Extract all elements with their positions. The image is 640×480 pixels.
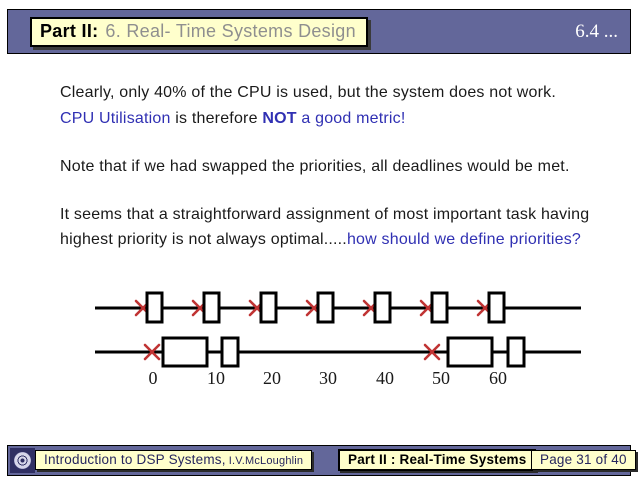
task-box-wide xyxy=(161,336,209,368)
task-box xyxy=(145,291,164,324)
axis-label: 30 xyxy=(319,368,337,388)
task-box-narrow xyxy=(506,336,526,368)
footer-bar: Introduction to DSP Systems, I.V.McLoughl… xyxy=(7,445,636,476)
time-axis-labels: 0 10 20 30 40 50 60 xyxy=(149,368,508,388)
deadline-miss-x-icon xyxy=(143,343,161,361)
task-box-narrow xyxy=(220,336,240,368)
line2-blue-tail-text: a good metric! xyxy=(296,110,406,127)
task-box xyxy=(373,291,392,324)
footer-section-box: Part II : Real-Time Systems xyxy=(338,449,537,471)
define-priorities-text: how should we define priorities? xyxy=(346,231,582,248)
cpu-utilisation-text: CPU Utilisation xyxy=(60,110,171,127)
timeline2-missed-deadline-x-marks xyxy=(143,343,441,361)
axis-label: 20 xyxy=(263,368,281,388)
slide-title-box: Part II: 6. Real- Time Systems Design xyxy=(30,17,368,47)
deadline-miss-x-icon xyxy=(423,343,441,361)
axis-label: 60 xyxy=(489,368,507,388)
circular-emblem-icon xyxy=(14,452,31,469)
task-box xyxy=(259,291,278,324)
logo-icon xyxy=(10,448,35,473)
axis-label: 0 xyxy=(149,368,158,388)
line5-black-text: highest priority is not always optimal..… xyxy=(60,231,347,248)
axis-label: 50 xyxy=(432,368,450,388)
footer-course-box: Introduction to DSP Systems, I.V.McLoughl… xyxy=(35,450,313,470)
section-number: 6.4 ... xyxy=(575,21,618,42)
body-line-1: Clearly, only 40% of the CPU is used, bu… xyxy=(60,84,556,101)
part-label: Part II: xyxy=(40,21,99,41)
axis-label: 40 xyxy=(376,368,394,388)
header-bar: Part II: 6. Real- Time Systems Design 6.4… xyxy=(7,9,631,54)
slide-title: 6. Real- Time Systems Design xyxy=(105,21,356,41)
body-line-3: Note that if we had swapped the prioriti… xyxy=(60,158,570,175)
course-title: Introduction to DSP Systems, xyxy=(44,452,226,467)
axis-label: 10 xyxy=(207,368,225,388)
footer-page-box: Page 31 of 40 xyxy=(531,450,636,470)
task-box-wide xyxy=(446,336,494,368)
line2-black-text: is therefore xyxy=(170,110,263,127)
not-emphasis-text: NOT xyxy=(262,110,297,127)
task-box xyxy=(202,291,221,324)
timeline1-task-boxes xyxy=(145,291,506,324)
body-line-4: It seems that a straightforward assignme… xyxy=(60,206,590,223)
task-box xyxy=(316,291,335,324)
timeline2-task-boxes xyxy=(161,336,526,368)
body-line-5: highest priority is not always optimal..… xyxy=(60,231,581,249)
task-box xyxy=(487,291,506,324)
timeline-diagram: 0 10 20 30 40 50 60 xyxy=(95,291,581,388)
task-box xyxy=(430,291,449,324)
body-line-2: CPU Utilisation is therefore NOT a good … xyxy=(60,110,406,128)
author-name: I.V.McLoughlin xyxy=(228,455,304,467)
